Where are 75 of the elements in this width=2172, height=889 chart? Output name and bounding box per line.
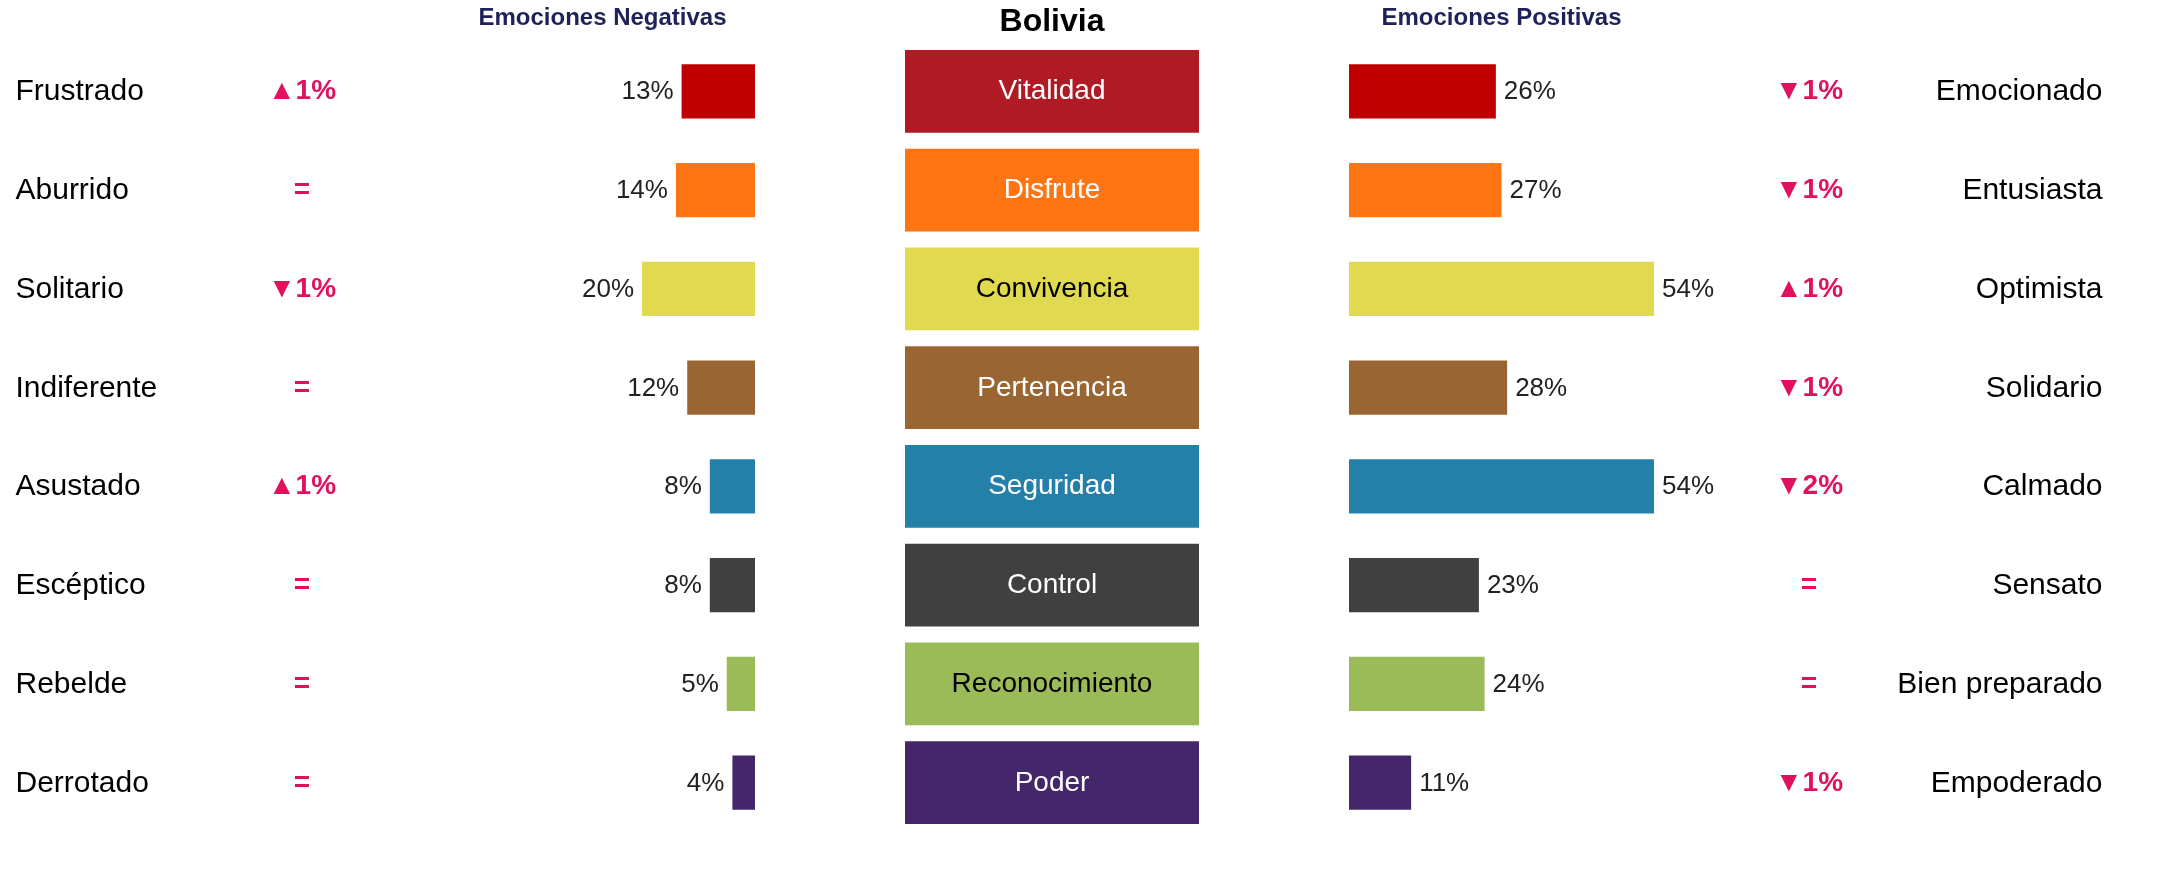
y-tick-label: Rebelde: [15, 665, 128, 699]
bar: [1349, 656, 1485, 712]
text: Bolivia: [999, 2, 1105, 38]
text: ▼1%: [1774, 370, 1844, 402]
y-tick-label: Aburrido: [15, 172, 129, 206]
bar: [1349, 459, 1654, 514]
category-label: Vitalidad: [998, 74, 1106, 106]
category-label: Poder: [1014, 765, 1090, 797]
bar: [1349, 64, 1496, 119]
y-tick-label: Empoderado: [1930, 764, 2103, 798]
category-label: Convivencia: [975, 271, 1129, 303]
y-tick-label: Bien preparado: [1897, 665, 2103, 699]
y-tick-label: Derrotado: [15, 764, 149, 798]
bar: [675, 162, 755, 218]
bar: [732, 755, 755, 810]
category-label: Seguridad: [988, 469, 1116, 501]
data-label: 4%: [686, 766, 725, 797]
text: =: [293, 666, 311, 698]
data-label: 13%: [621, 75, 674, 106]
bar: [1349, 360, 1508, 415]
text: =: [293, 765, 311, 797]
text: ▼1%: [267, 271, 337, 303]
data-label: 5%: [681, 667, 719, 698]
data-label: 28%: [1515, 371, 1568, 402]
category-label: Disfrute: [1003, 173, 1101, 205]
data-label: 8%: [664, 569, 702, 600]
data-label: 27%: [1509, 174, 1562, 205]
data-label: 11%: [1419, 766, 1470, 797]
bar: [1349, 755, 1412, 810]
category-label: Reconocimiento: [951, 666, 1153, 698]
data-label: 23%: [1486, 569, 1539, 600]
y-tick-label: Entusiasta: [1962, 172, 2103, 206]
y-tick-label: Calmado: [1982, 468, 2103, 502]
text: =: [293, 173, 311, 205]
text: ▲1%: [1774, 271, 1844, 303]
data-label: 54%: [1662, 272, 1715, 303]
text: ▲1%: [267, 469, 337, 501]
bar: [681, 64, 755, 119]
y-tick-label: Solidario: [1985, 369, 2103, 403]
chart-title: Emociones Negativas: [478, 3, 727, 30]
y-tick-label: Optimista: [1975, 270, 2103, 304]
bar: [687, 360, 755, 415]
y-tick-label: Frustrado: [15, 73, 144, 107]
data-label: 8%: [664, 470, 702, 501]
chart-title: Emociones Positivas: [1381, 3, 1622, 30]
text: =: [293, 370, 311, 402]
text: ▲1%: [267, 74, 337, 106]
category-label: Control: [1006, 568, 1098, 600]
data-label: 12%: [627, 371, 680, 402]
text: ▼2%: [1774, 469, 1844, 501]
category-label: Pertenencia: [977, 370, 1128, 402]
bar: [709, 557, 755, 613]
y-tick-label: Solitario: [15, 270, 124, 304]
bar: [726, 656, 755, 712]
text: =: [1800, 568, 1818, 600]
text: ▼1%: [1774, 74, 1844, 106]
text: =: [1800, 666, 1818, 698]
text: ▼1%: [1774, 173, 1844, 205]
bar: [1349, 261, 1654, 317]
y-tick-label: Escéptico: [15, 567, 146, 601]
y-tick-label: Asustado: [15, 468, 141, 502]
y-tick-label: Sensato: [1992, 567, 2103, 601]
y-tick-label: Emocionado: [1935, 73, 2103, 107]
data-label: 26%: [1503, 75, 1556, 106]
data-label: 20%: [581, 272, 635, 303]
data-label: 14%: [615, 174, 668, 205]
bar: [642, 261, 755, 317]
y-tick-label: Indiferente: [15, 369, 158, 403]
bar: [1349, 162, 1502, 218]
data-label: 54%: [1662, 470, 1715, 501]
bar: [709, 459, 755, 514]
text: ▼1%: [1774, 765, 1844, 797]
text: =: [293, 568, 311, 600]
data-label: 24%: [1492, 667, 1545, 698]
bar: [1349, 557, 1479, 613]
